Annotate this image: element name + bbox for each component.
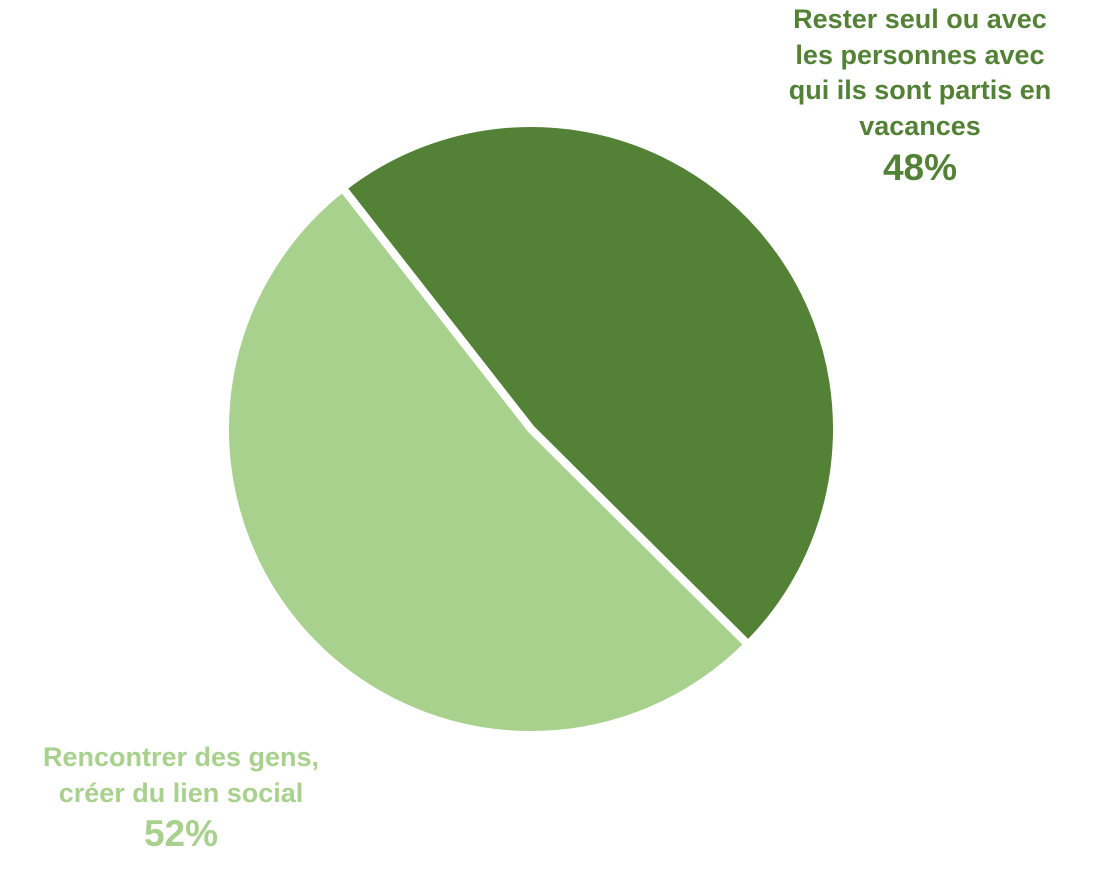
label-line: qui ils sont partis en bbox=[788, 75, 1052, 106]
slice-name-rencontrer: Rencontrer des gens, créer du lien socia… bbox=[6, 740, 356, 811]
pie-slice-rester-seul bbox=[338, 119, 841, 649]
slice-value-rester-seul: 48% bbox=[882, 146, 958, 188]
label-line: les personnes avec bbox=[795, 39, 1045, 70]
label-line: créer du lien social bbox=[58, 777, 304, 808]
label-line: Rester seul ou avec bbox=[793, 4, 1047, 34]
slice-label-rester-seul: Rester seul ou avec les personnes avec q… bbox=[750, 2, 1090, 191]
pie-slices bbox=[221, 119, 841, 739]
pie-slice-rencontrer bbox=[221, 183, 753, 739]
label-line: vacances bbox=[859, 110, 981, 141]
label-line: Rencontrer des gens, bbox=[42, 742, 320, 772]
slice-name-rester-seul: Rester seul ou avec les personnes avec q… bbox=[750, 2, 1090, 145]
slice-label-rencontrer: Rencontrer des gens, créer du lien socia… bbox=[6, 740, 356, 858]
slice-value-rencontrer: 52% bbox=[143, 813, 219, 855]
